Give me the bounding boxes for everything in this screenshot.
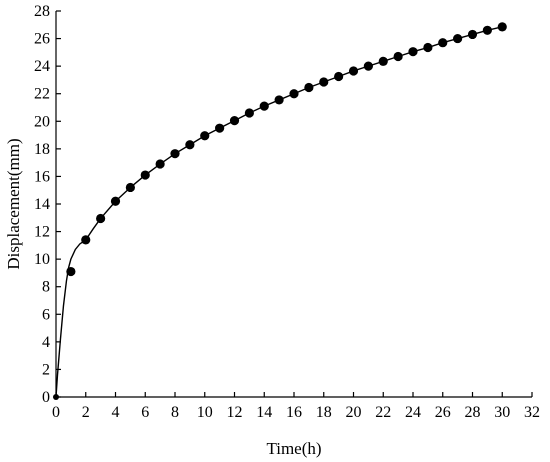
data-point-12 <box>229 115 240 126</box>
y-tick-label-10: 20 <box>34 113 50 130</box>
data-point-25 <box>423 42 433 53</box>
x-tick-label-14: 28 <box>465 404 481 421</box>
x-axis-title: Time(h) <box>266 439 321 458</box>
x-tick-label-13: 26 <box>435 404 451 421</box>
data-point-28 <box>467 29 478 40</box>
data-point-17 <box>304 82 314 93</box>
x-tick-label-10: 20 <box>346 404 362 421</box>
y-tick-label-3: 6 <box>42 306 50 323</box>
x-tick-label-9: 18 <box>316 404 332 421</box>
data-point-7 <box>155 159 165 169</box>
y-axis-title: Displacement(mm) <box>4 138 23 269</box>
data-point-5 <box>125 182 135 193</box>
x-tick-label-8: 16 <box>286 404 302 421</box>
data-point-24 <box>408 47 418 57</box>
y-tick-label-7: 14 <box>34 196 50 213</box>
x-ticks: 0 2 4 6 8 10 12 14 16 18 20 22 24 26 28 30 32 <box>52 392 540 421</box>
data-point-10 <box>200 131 210 141</box>
data-point-2 <box>81 235 91 245</box>
x-tick-label-1: 2 <box>82 404 90 421</box>
data-point-22 <box>378 56 388 66</box>
data-point-26 <box>438 38 448 48</box>
data-point-23 <box>393 51 403 62</box>
x-tick-label-6: 12 <box>227 404 243 421</box>
y-tick-label-1: 2 <box>42 361 50 378</box>
data-point-27 <box>453 33 463 44</box>
x-tick-label-15: 30 <box>494 404 510 421</box>
data-point-11 <box>215 123 225 133</box>
data-point-4 <box>110 196 121 206</box>
data-point-0 <box>53 394 59 400</box>
y-tick-label-5: 10 <box>34 251 50 268</box>
y-tick-label-8: 16 <box>34 168 50 185</box>
y-tick-label-6: 12 <box>34 224 50 241</box>
data-point-16 <box>289 89 299 99</box>
data-point-19 <box>334 71 344 82</box>
x-tick-label-7: 14 <box>256 404 272 421</box>
x-tick-label-12: 24 <box>405 404 421 421</box>
y-tick-label-2: 4 <box>42 334 50 351</box>
data-point-8 <box>170 149 180 159</box>
data-point-14 <box>259 101 269 111</box>
data-point-20 <box>348 66 359 76</box>
y-tick-label-12: 24 <box>34 58 50 75</box>
y-tick-label-13: 26 <box>34 31 50 48</box>
x-tick-label-3: 6 <box>141 404 149 421</box>
data-point-29 <box>482 25 492 35</box>
x-tick-label-16: 32 <box>524 404 540 421</box>
data-point-1 <box>66 266 76 277</box>
data-point-15 <box>274 95 284 105</box>
fitted-curve <box>55 26 503 398</box>
data-point-13 <box>244 108 254 118</box>
data-point-9 <box>185 140 195 150</box>
x-tick-label-4: 8 <box>171 404 179 421</box>
data-point-18 <box>319 77 329 87</box>
y-tick-label-4: 8 <box>42 279 50 296</box>
y-tick-label-11: 22 <box>34 86 50 103</box>
x-tick-label-5: 10 <box>197 404 213 421</box>
data-point-21 <box>363 61 373 71</box>
x-tick-label-0: 0 <box>52 404 60 421</box>
data-points <box>53 22 507 400</box>
y-tick-label-9: 18 <box>34 141 50 158</box>
x-tick-label-2: 4 <box>112 404 120 421</box>
axes <box>55 11 532 398</box>
x-tick-label-11: 22 <box>375 404 391 421</box>
y-tick-label-14: 28 <box>34 3 50 20</box>
y-tick-label-0: 0 <box>42 389 50 406</box>
data-point-30 <box>497 22 507 32</box>
data-point-6 <box>140 170 150 180</box>
data-point-3 <box>96 213 106 224</box>
